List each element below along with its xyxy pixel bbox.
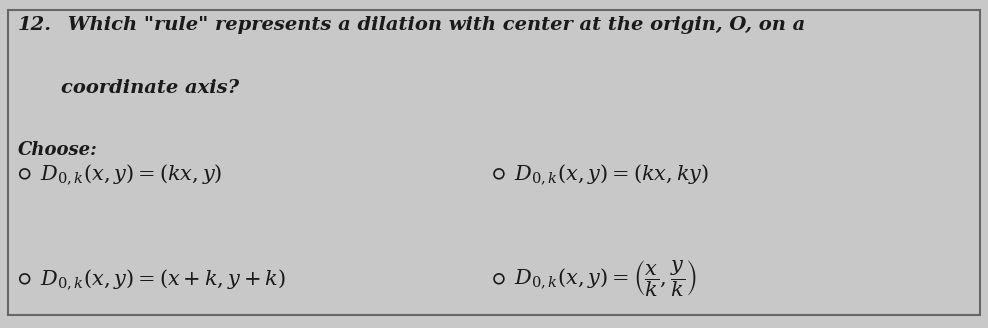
Text: $\mathit{D}_{0,k}(x,y)=(x+k,y+k)$: $\mathit{D}_{0,k}(x,y)=(x+k,y+k)$ — [40, 267, 286, 291]
Text: Which "rule" represents a dilation with center at the origin, O, on a: Which "rule" represents a dilation with … — [61, 16, 805, 34]
Text: Choose:: Choose: — [18, 141, 98, 159]
Text: $\mathit{D}_{0,k}(x,y)=(kx,ky)$: $\mathit{D}_{0,k}(x,y)=(kx,ky)$ — [514, 162, 708, 186]
Text: $\mathit{D}_{0,k}(x,y)=\left(\dfrac{x}{k},\dfrac{y}{k}\right)$: $\mathit{D}_{0,k}(x,y)=\left(\dfrac{x}{k… — [514, 258, 697, 299]
Text: 12.: 12. — [18, 16, 51, 34]
Text: coordinate axis?: coordinate axis? — [61, 79, 239, 97]
Text: $\mathit{D}_{0,k}(x,y)=(kx,y)$: $\mathit{D}_{0,k}(x,y)=(kx,y)$ — [40, 162, 222, 186]
FancyBboxPatch shape — [8, 10, 980, 315]
